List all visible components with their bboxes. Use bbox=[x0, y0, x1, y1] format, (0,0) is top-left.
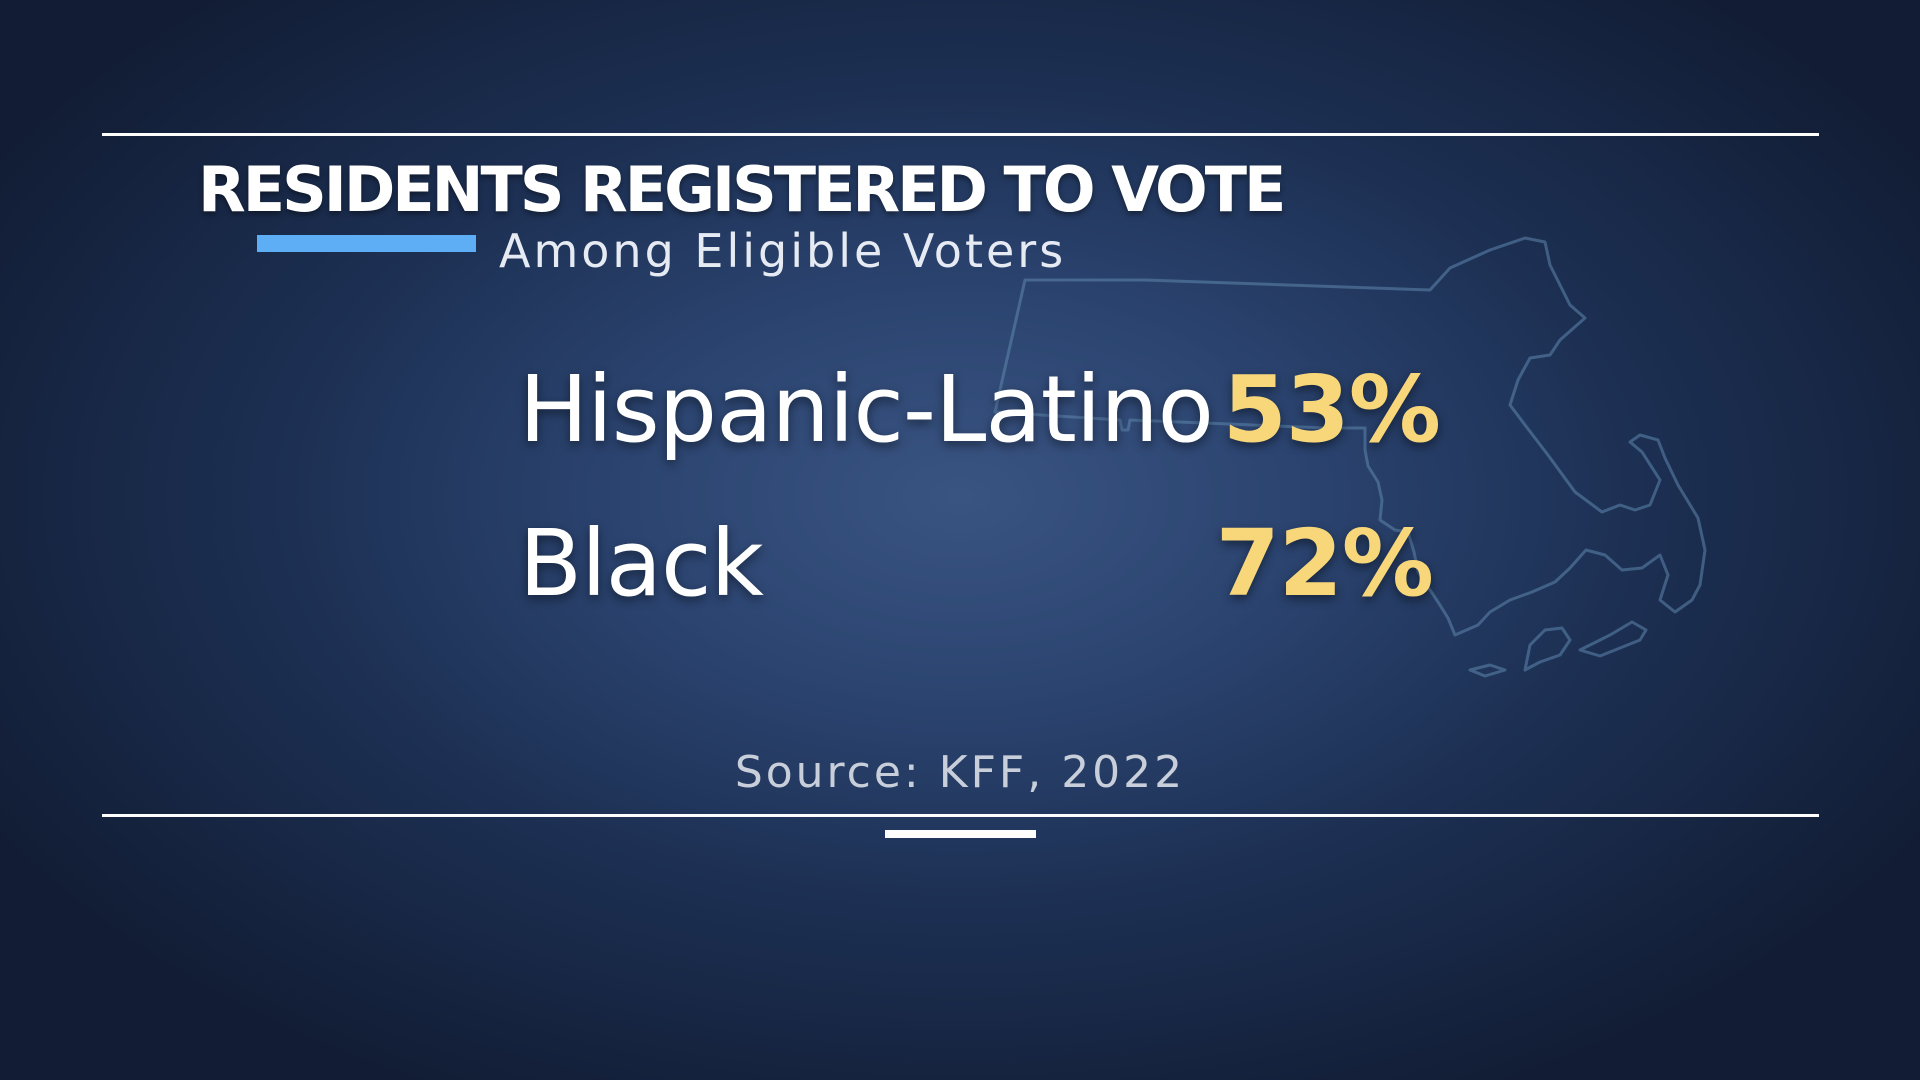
row-label-hispanic-latino: Hispanic-Latino bbox=[519, 356, 1214, 463]
row-value-black: 72% bbox=[1215, 510, 1434, 617]
bottom-center-tab bbox=[885, 830, 1036, 838]
top-rule bbox=[102, 133, 1819, 136]
row-value-hispanic-latino: 53% bbox=[1222, 356, 1441, 463]
title-accent-bar bbox=[257, 235, 476, 252]
row-label-black: Black bbox=[519, 510, 764, 617]
graphic-subtitle: Among Eligible Voters bbox=[499, 224, 1067, 278]
bottom-rule bbox=[102, 814, 1819, 817]
source-credit: Source: KFF, 2022 bbox=[734, 747, 1186, 798]
graphic-title: RESIDENTS REGISTERED TO VOTE bbox=[198, 153, 1286, 226]
massachusetts-outline-icon bbox=[993, 236, 1707, 678]
